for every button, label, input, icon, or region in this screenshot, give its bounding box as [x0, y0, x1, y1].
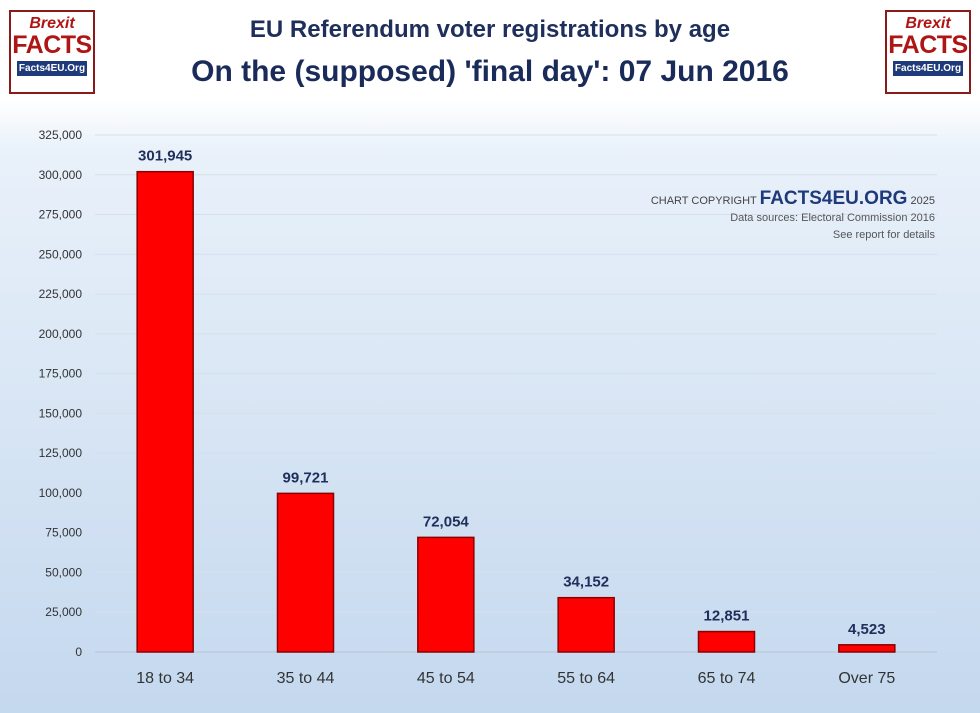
x-category-label: Over 75	[838, 670, 895, 687]
bar	[557, 596, 615, 653]
y-tick-label: 250,000	[39, 247, 83, 261]
y-tick-label: 100,000	[39, 486, 83, 500]
y-tick-label: 25,000	[45, 605, 82, 619]
data-label: 4,523	[848, 621, 886, 638]
data-label: 99,721	[283, 469, 329, 486]
logo-facts-text: FACTS	[888, 31, 968, 59]
x-category-label: 65 to 74	[698, 670, 756, 687]
copyright-line: CHART COPYRIGHT FACTS4EU.ORG 2025	[650, 188, 935, 210]
y-tick-label: 0	[75, 645, 82, 659]
logo-url-text: Facts4EU.Org	[17, 61, 87, 76]
copyright-year: 2025	[910, 195, 935, 207]
chart-title: EU Referendum voter registrations by age	[249, 16, 731, 43]
y-tick-label: 175,000	[39, 367, 83, 381]
y-tick-label: 125,000	[39, 446, 83, 460]
logo-facts-text: FACTS	[12, 31, 92, 59]
brexit-facts-logo-right: Brexit FACTS Facts4EU.Org	[885, 10, 971, 94]
x-category-label: 35 to 44	[277, 670, 335, 687]
x-category-label: 18 to 34	[136, 670, 194, 687]
data-source-text: Data sources: Electoral Commission 2016	[730, 212, 935, 224]
copyright-prefix: CHART COPYRIGHT	[650, 195, 757, 207]
chart-subtitle: On the (supposed) 'final day': 07 Jun 20…	[191, 55, 789, 88]
data-label: 34,152	[563, 574, 609, 591]
data-label: 12,851	[704, 608, 750, 625]
logo-brexit-text: Brexit	[29, 15, 75, 32]
y-tick-label: 200,000	[39, 327, 83, 341]
bar	[276, 492, 335, 653]
logo-brexit-text: Brexit	[905, 15, 951, 32]
y-tick-label: 75,000	[45, 526, 82, 540]
bar	[136, 170, 194, 653]
data-label: 301,945	[138, 148, 192, 165]
bar	[417, 536, 475, 653]
y-tick-label: 325,000	[39, 128, 83, 142]
bar	[697, 630, 756, 653]
x-category-label: 55 to 64	[557, 670, 615, 687]
copyright-brand: FACTS4EU.ORG	[759, 188, 908, 209]
y-tick-label: 225,000	[39, 287, 83, 301]
logo-url-text: Facts4EU.Org	[893, 61, 963, 76]
y-tick-label: 150,000	[39, 406, 83, 420]
report-note-text: See report for details	[832, 229, 935, 241]
bar	[838, 644, 896, 653]
y-tick-label: 50,000	[45, 565, 82, 579]
y-tick-label: 275,000	[39, 208, 83, 222]
y-tick-label: 300,000	[39, 168, 83, 182]
copyright-block: CHART COPYRIGHT FACTS4EU.ORG 2025 Data s…	[650, 188, 935, 244]
brexit-facts-logo: Brexit FACTS Facts4EU.Org	[9, 10, 95, 94]
data-label: 72,054	[423, 513, 470, 530]
x-category-label: 45 to 54	[417, 670, 475, 687]
